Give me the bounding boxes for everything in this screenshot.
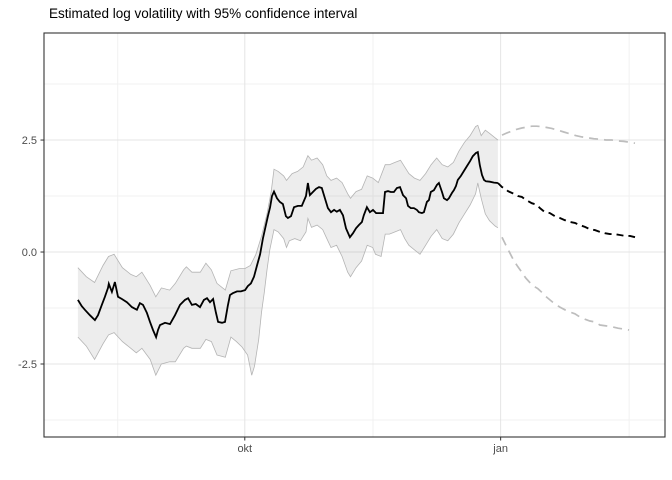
ci-upper-forecast-line (501, 125, 636, 145)
estimate-line (77, 150, 498, 340)
x-tick-label: jan (492, 443, 508, 455)
y-tick-label: -2.5 (18, 359, 37, 371)
ci-lower-forecast-line (501, 236, 630, 331)
panel-border (43, 32, 666, 438)
ci-ribbon (77, 125, 498, 376)
ci-upper-line (77, 124, 499, 298)
y-tick-label: 2.5 (22, 135, 37, 147)
forecast-line (497, 182, 636, 239)
y-tick-label: 0.0 (22, 247, 37, 259)
x-tick-label: okt (237, 443, 252, 455)
ci-lower-line (77, 182, 499, 377)
chart-title: Estimated log volatility with 95% confid… (49, 6, 358, 21)
